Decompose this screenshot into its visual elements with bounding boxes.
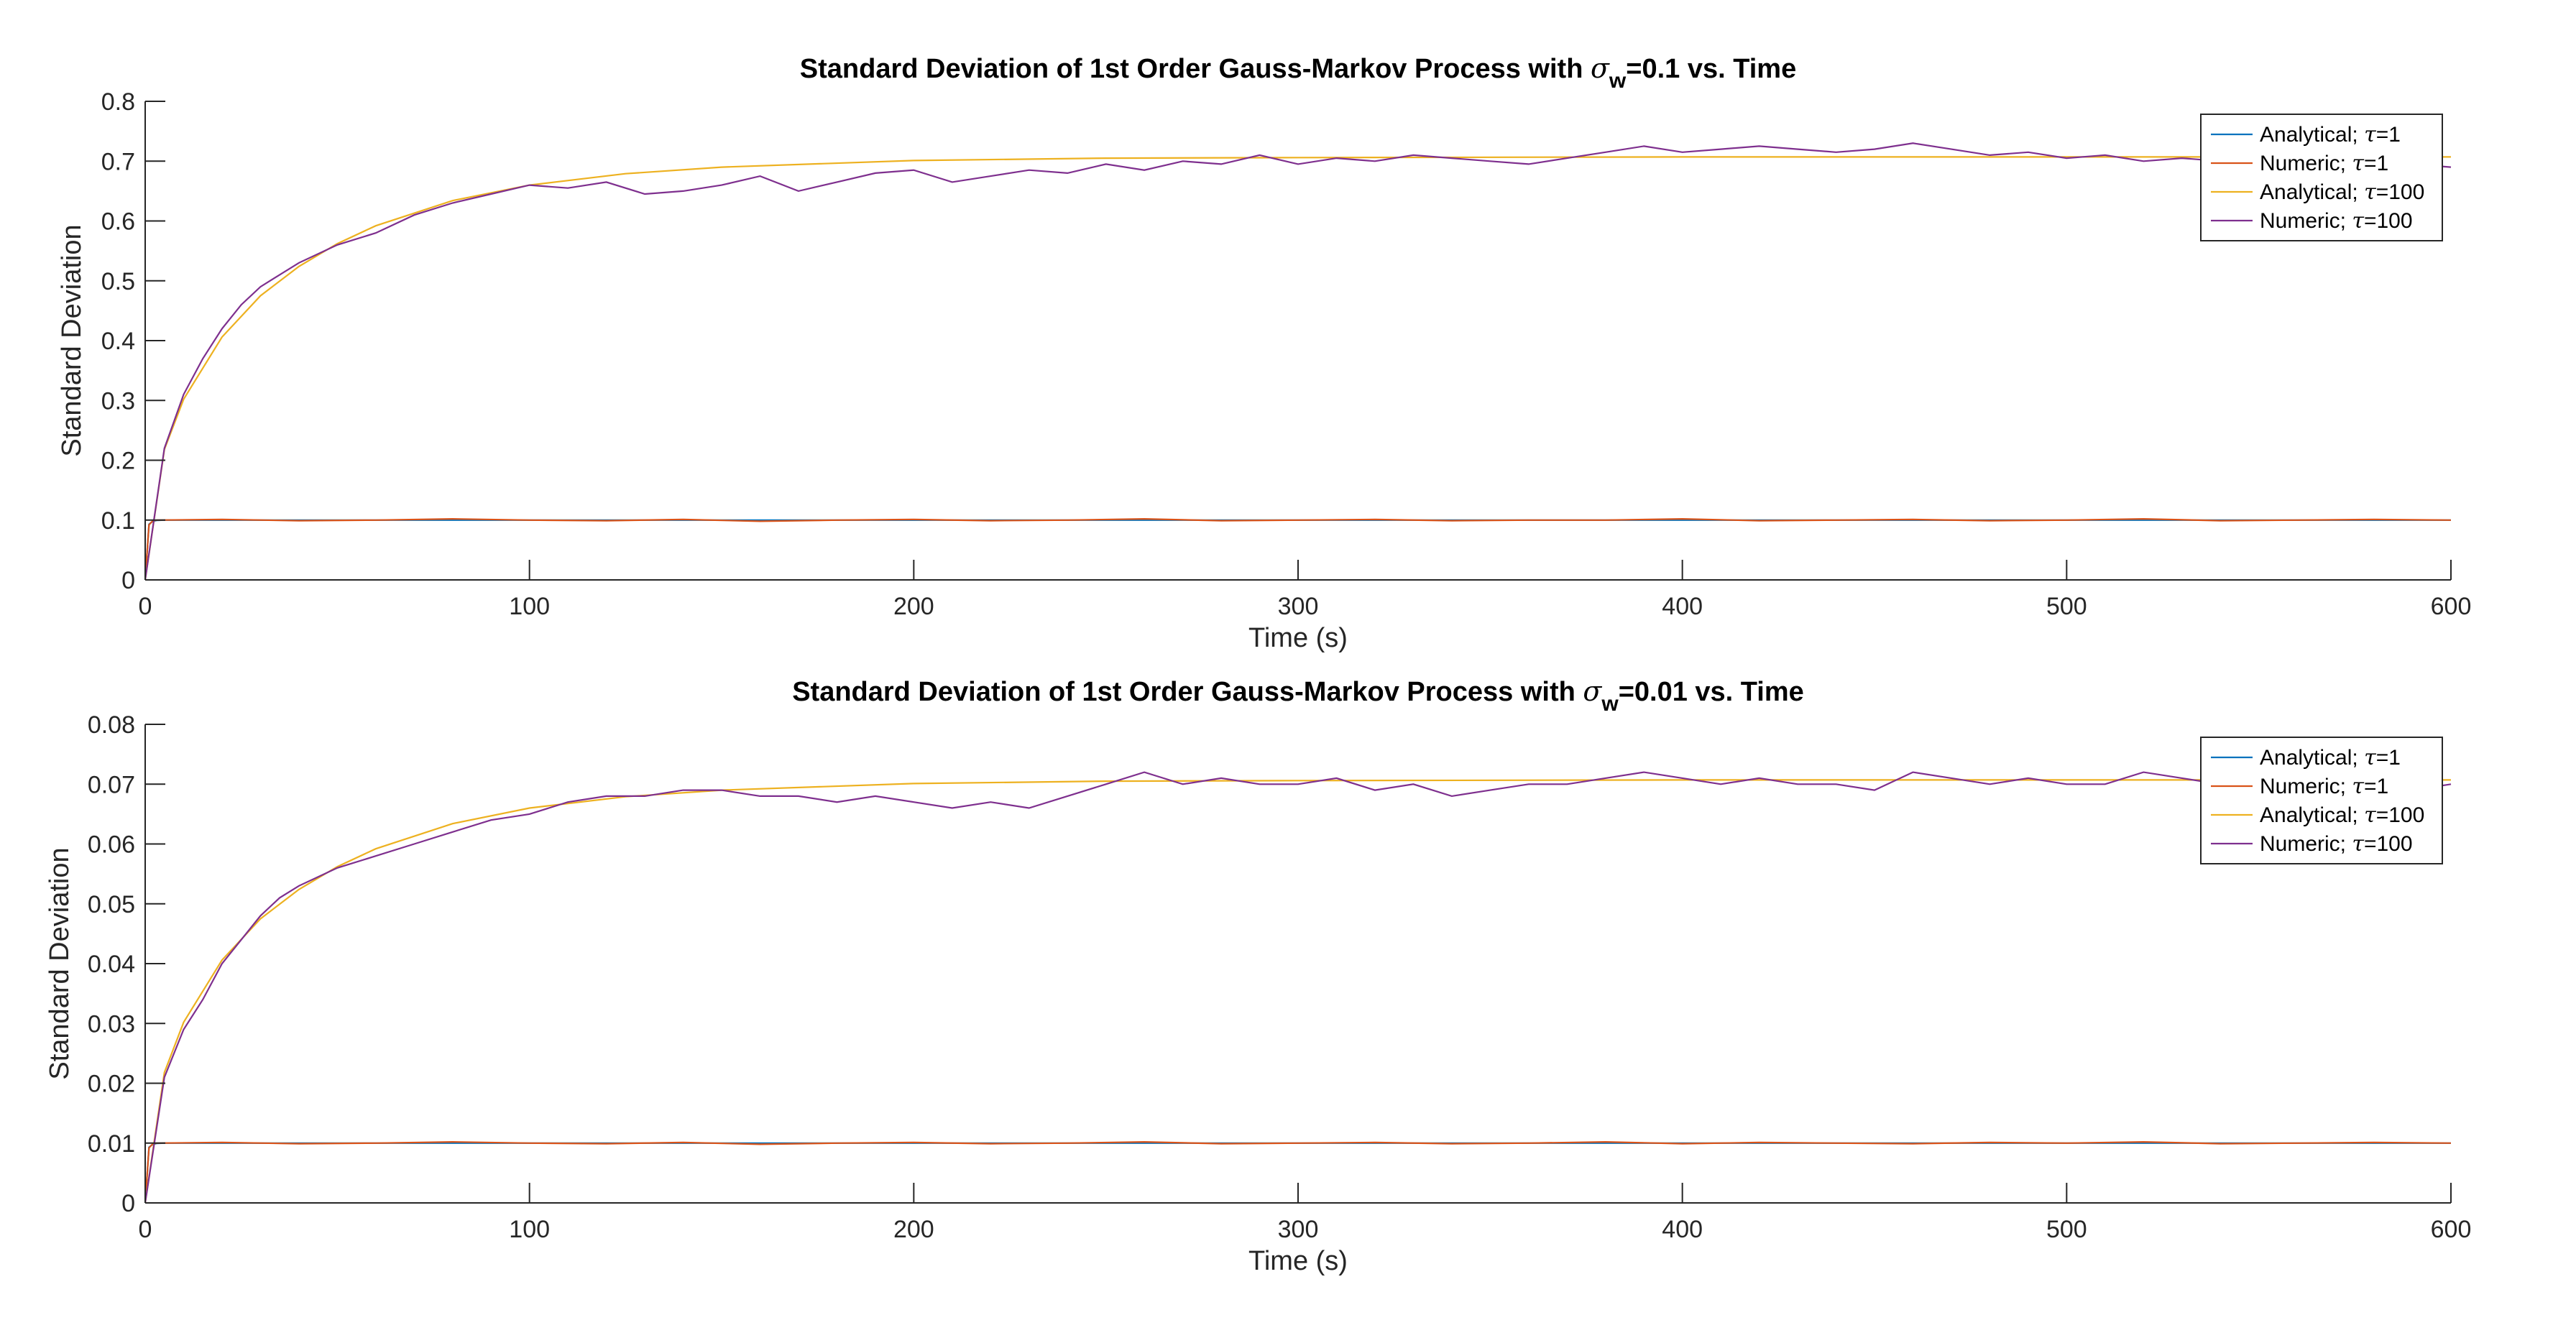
chart-title: Standard Deviation of 1st Order Gauss-Ma…	[792, 675, 1804, 716]
series-line-2	[144, 517, 2452, 581]
y-tick-label: 0	[121, 1190, 135, 1217]
y-axis-label: Standard Deviation	[57, 224, 87, 456]
y-tick-label: 0.08	[88, 711, 135, 739]
legend-entry: Numeric; τ=1	[2260, 151, 2388, 176]
y-tick-label: 0.03	[88, 1010, 135, 1038]
legend-entry: Numeric; τ=100	[2260, 208, 2413, 234]
y-axis-label: Standard Deviation	[45, 847, 75, 1079]
legend-entry: Numeric; τ=1	[2260, 774, 2388, 799]
legend: Analytical; τ=1 Numeric; τ=1 Analytical; τ…	[2200, 737, 2443, 864]
y-tick-label: 0	[121, 567, 135, 594]
y-tick-label: 0.7	[101, 148, 135, 175]
legend-entry: Analytical; τ=100	[2260, 180, 2424, 205]
chart-panel-1: 0 100 200 300 400 500 600 0 0.1 0.2 0.3 0.4 0.5 0.6 0.…	[57, 52, 2471, 653]
y-tick-label: 0.01	[88, 1130, 135, 1158]
legend-entry: Analytical; τ=100	[2260, 803, 2424, 828]
x-tick-label: 100	[509, 1216, 550, 1243]
y-tick-label: 0.3	[101, 387, 135, 415]
series-line-4	[144, 771, 2452, 1204]
x-tick-label: 200	[893, 1216, 934, 1243]
y-tick-label: 0.6	[101, 208, 135, 236]
legend-entry: Analytical; τ=1	[2260, 745, 2401, 770]
y-tick-label: 0.05	[88, 891, 135, 918]
x-tick-label: 300	[1278, 1216, 1319, 1243]
x-tick-label: 0	[139, 1216, 152, 1243]
x-tick-label: 100	[509, 593, 550, 620]
series-line-4	[144, 142, 2452, 581]
x-tick-label: 0	[139, 593, 152, 620]
y-tick-label: 0.1	[101, 507, 135, 535]
x-tick-label: 500	[2046, 593, 2087, 620]
plot-area	[145, 101, 2451, 580]
y-tick-label: 0.06	[88, 831, 135, 859]
x-tick-label: 400	[1662, 593, 1703, 620]
x-tick-label: 200	[893, 593, 934, 620]
y-tick-label: 0.2	[101, 448, 135, 475]
legend-entry: Analytical; τ=1	[2260, 122, 2401, 147]
x-tick-label: 500	[2046, 1216, 2087, 1243]
y-tick-label: 0.5	[101, 268, 135, 295]
series-line-3	[144, 779, 2451, 1204]
x-axis-label: Time (s)	[1248, 1246, 1348, 1276]
legend: Analytical; τ=1 Numeric; τ=1 Analytical; τ…	[2200, 114, 2443, 241]
y-tick-label: 0.8	[101, 88, 135, 116]
x-tick-label: 600	[2431, 593, 2472, 620]
legend-box	[2200, 737, 2443, 864]
y-tick-label: 0.02	[88, 1071, 135, 1098]
x-tick-label: 400	[1662, 1216, 1703, 1243]
series-line-2	[144, 1140, 2452, 1204]
legend-entry: Numeric; τ=100	[2260, 831, 2413, 857]
y-tick-label: 0.4	[101, 328, 135, 355]
chart-title: Standard Deviation of 1st Order Gauss-Ma…	[800, 52, 1796, 93]
x-axis-label: Time (s)	[1248, 623, 1348, 653]
x-tick-label: 600	[2431, 1216, 2472, 1243]
chart-panel-2: 0 100 200 300 400 500 600 0 0.01 0.02 0.03 0.04 0.05…	[45, 675, 2471, 1276]
legend-box	[2200, 114, 2443, 241]
series-line-3	[144, 156, 2451, 581]
plot-area	[145, 724, 2451, 1203]
y-tick-label: 0.04	[88, 951, 135, 978]
y-tick-label: 0.07	[88, 771, 135, 798]
x-tick-label: 300	[1278, 593, 1319, 620]
